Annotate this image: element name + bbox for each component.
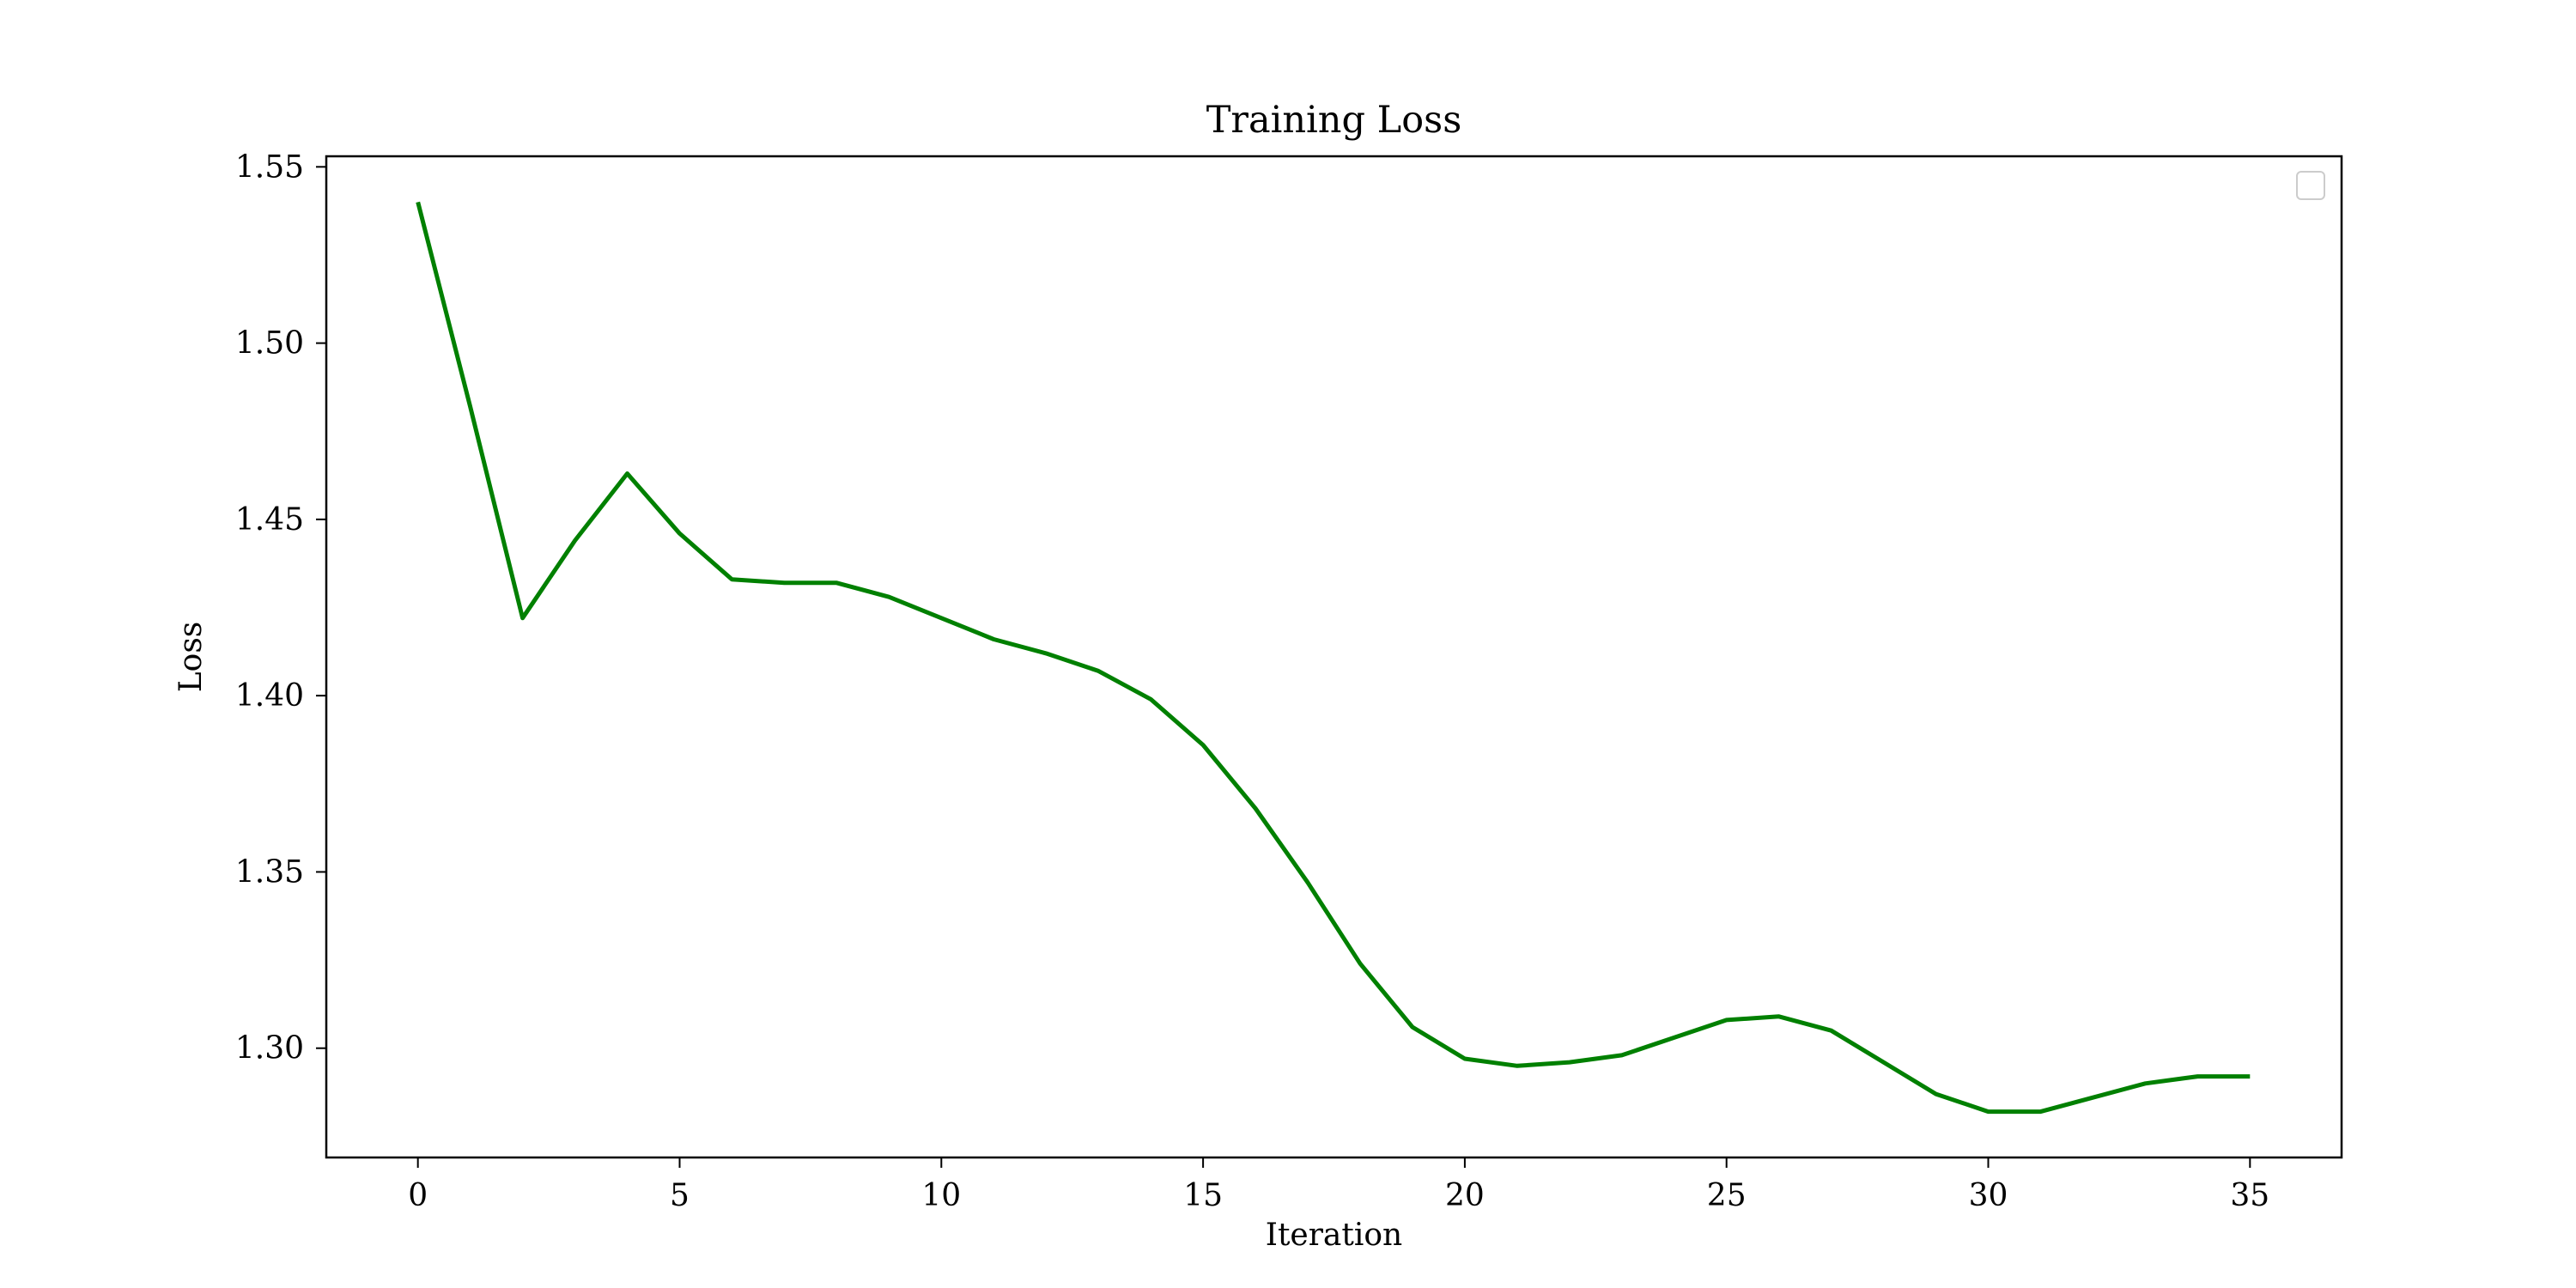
y-tick-label: 1.45: [235, 502, 304, 538]
series-line-1: [416, 201, 2251, 1115]
x-tick-label: 20: [1445, 1178, 1485, 1213]
y-tick-label: 1.35: [235, 854, 304, 890]
x-tick-label: 10: [921, 1178, 961, 1213]
x-tick-label: 5: [670, 1178, 690, 1213]
series-layer: [416, 201, 2251, 1115]
x-axis-ticks: 0 5 10 15 20 25 30 35: [408, 1157, 2269, 1213]
y-tick-label: 1.50: [235, 326, 304, 361]
y-axis-label: Loss: [173, 622, 209, 693]
legend-box: [2296, 171, 2325, 200]
x-tick-label: 0: [408, 1178, 428, 1213]
y-axis-ticks: 1.30 1.35 1.40 1.45 1.50 1.55: [235, 149, 326, 1066]
x-tick-label: 15: [1183, 1178, 1223, 1213]
chart-title: Training Loss: [1206, 99, 1462, 142]
y-tick-label: 1.40: [235, 678, 304, 714]
y-tick-label: 1.55: [235, 149, 304, 185]
x-tick-label: 25: [1707, 1178, 1747, 1213]
plot-frame: [325, 155, 2343, 1159]
y-tick-label: 1.30: [235, 1031, 304, 1066]
x-axis-label: Iteration: [1266, 1218, 1403, 1253]
x-tick-label: 35: [2230, 1178, 2269, 1213]
x-tick-label: 30: [1969, 1178, 2008, 1213]
